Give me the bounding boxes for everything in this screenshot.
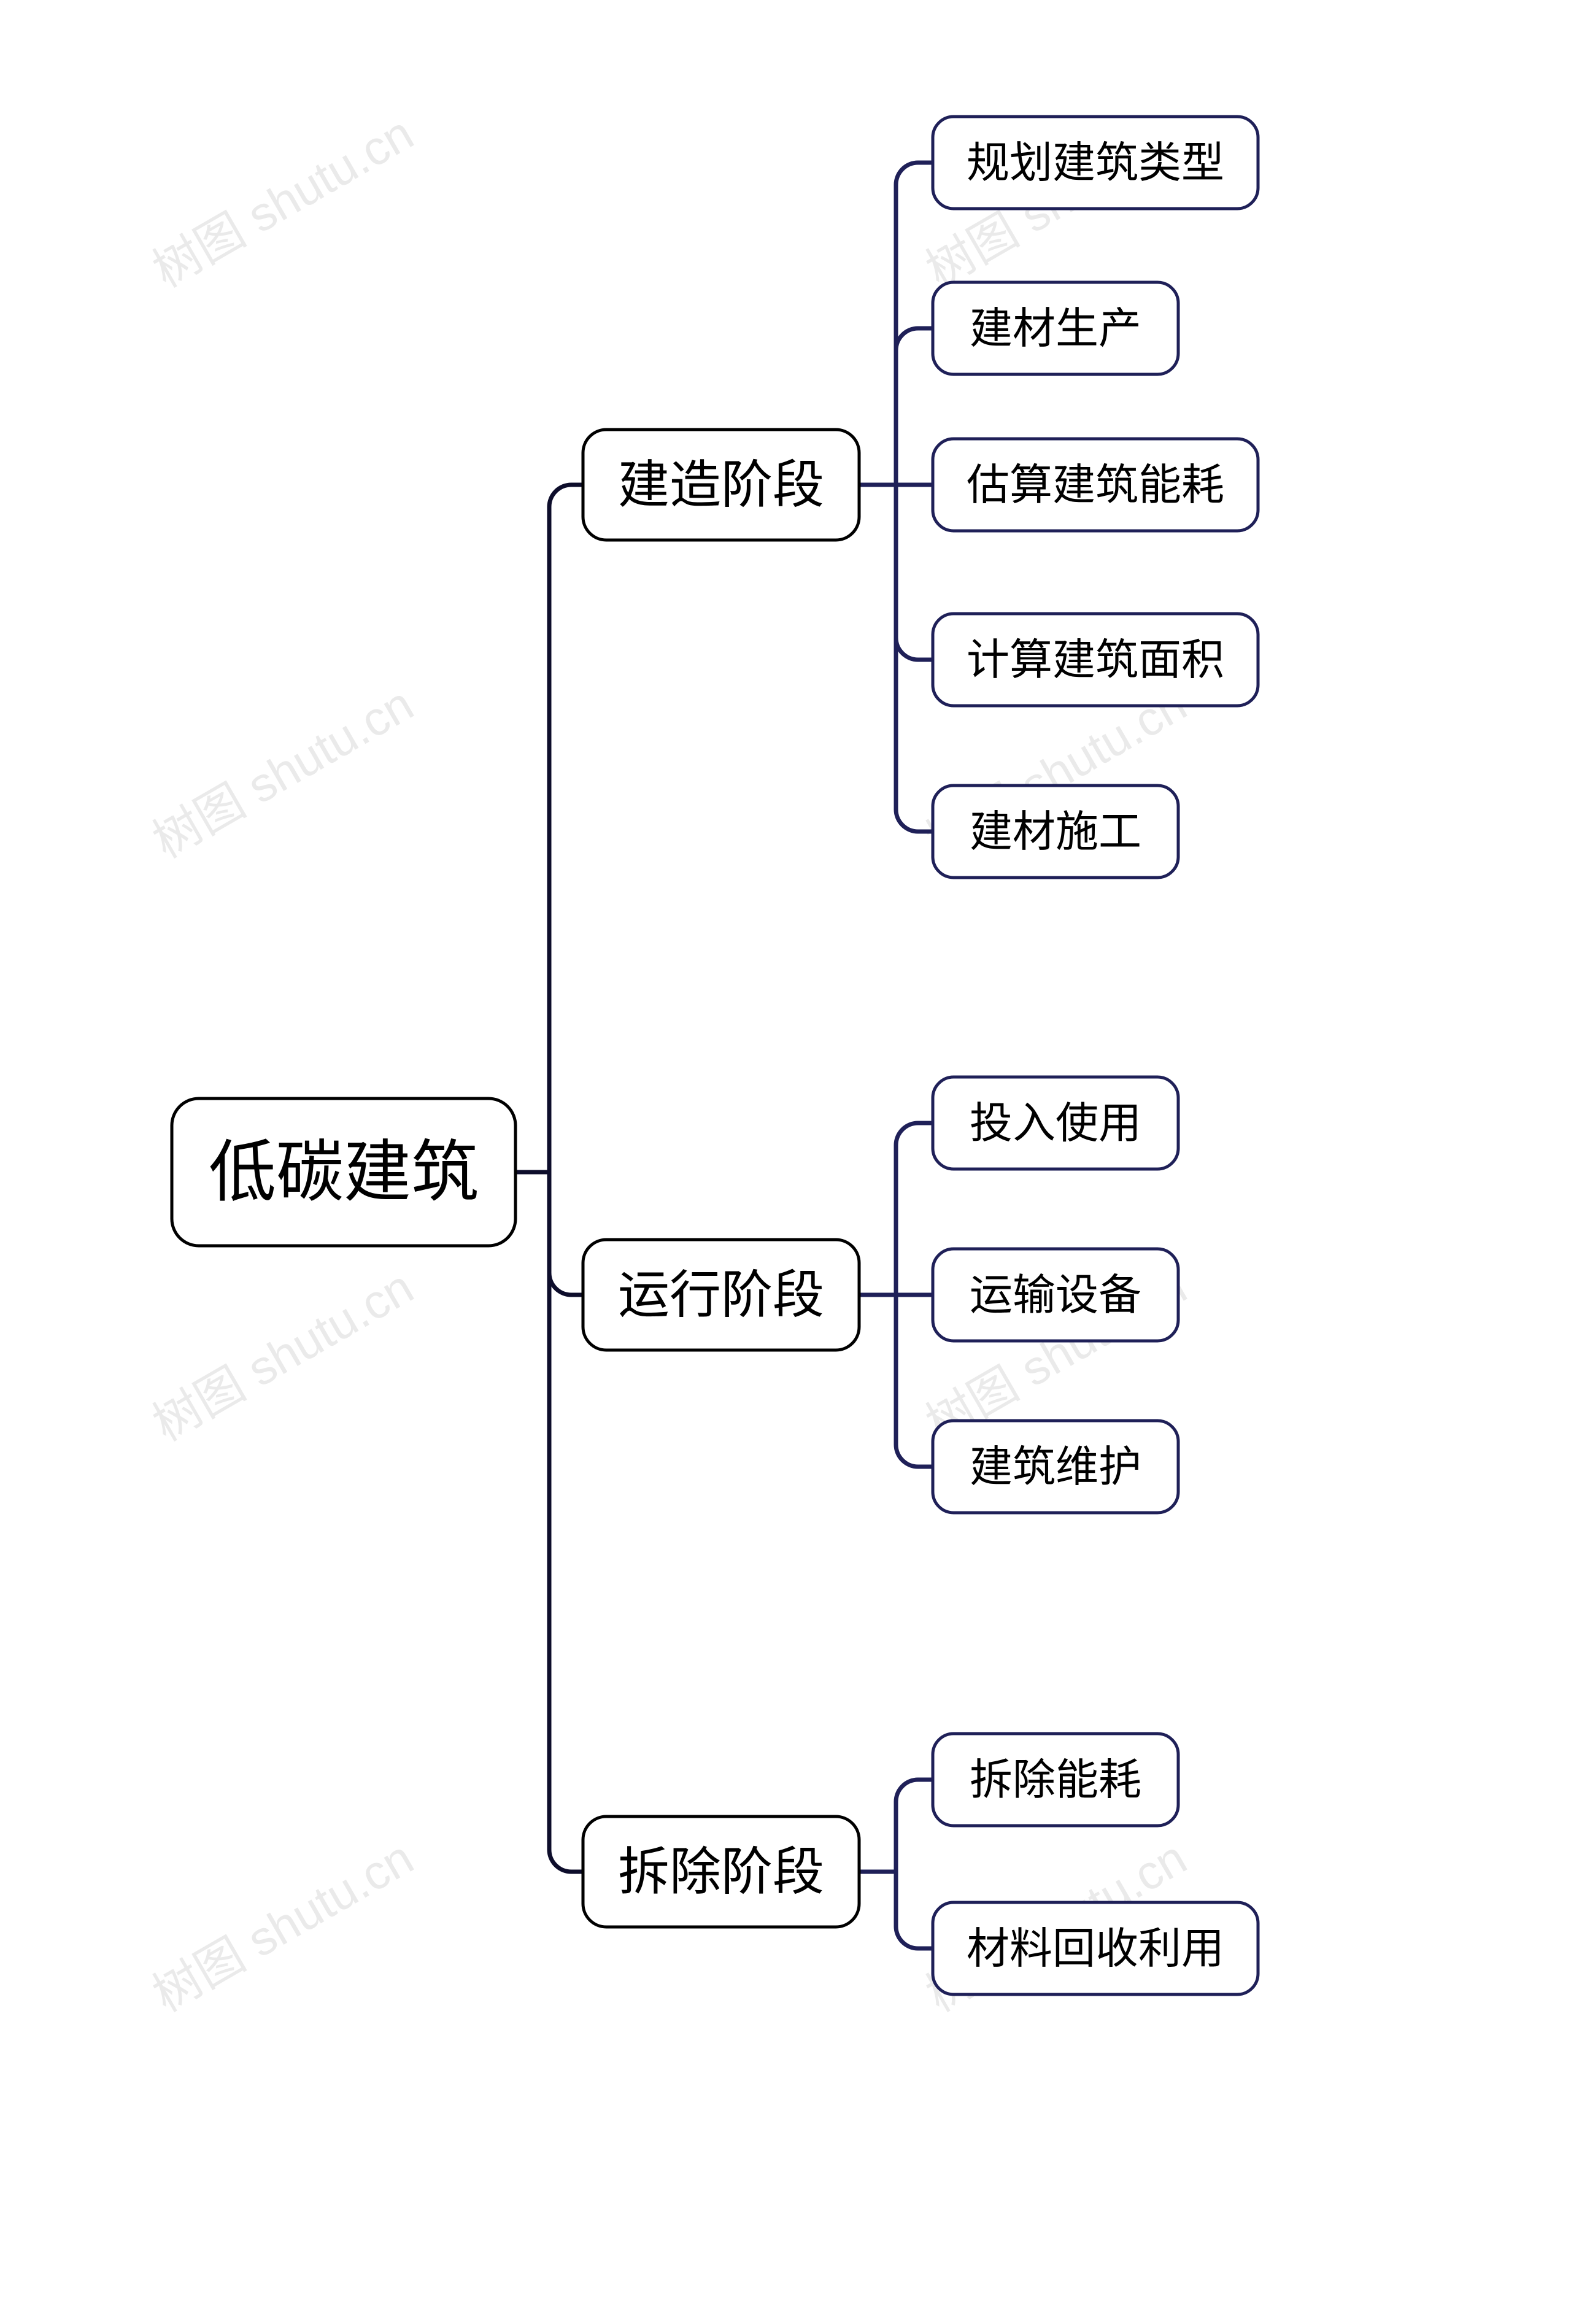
- l1-node-label: 建造阶段: [618, 456, 824, 514]
- l2-node-label: 建筑维护: [970, 1443, 1141, 1491]
- l2-node-label: 规划建筑类型: [967, 139, 1224, 187]
- connector-l1-l2: [896, 485, 933, 660]
- l2-node-label: 投入使用: [970, 1099, 1141, 1147]
- watermark: 树图 shutu.cn: [144, 1830, 422, 2021]
- connector-l1-l2: [896, 1123, 933, 1295]
- connector-l1-l2: [896, 1295, 933, 1467]
- l2-node: 估算建筑能耗: [933, 439, 1258, 531]
- l2-node-label: 建材施工: [970, 808, 1141, 855]
- l1-node: 运行阶段: [583, 1240, 859, 1350]
- l2-node-label: 估算建筑能耗: [967, 461, 1224, 509]
- l2-node-label: 运输设备: [970, 1271, 1141, 1319]
- connector-root-l1: [549, 1172, 583, 1295]
- l1-node-label: 拆除阶段: [618, 1843, 824, 1901]
- watermark: 树图 shutu.cn: [144, 676, 422, 868]
- node-layer: 低碳建筑 建造阶段运行阶段拆除阶段 规划建筑类型建材生产估算建筑能耗计算建筑面积建材…: [172, 117, 1258, 1994]
- connector-l1-l2: [896, 328, 933, 485]
- l2-node: 投入使用: [933, 1077, 1178, 1169]
- root-node-label: 低碳建筑: [209, 1135, 479, 1210]
- l1-node: 拆除阶段: [583, 1816, 859, 1927]
- l2-node-label: 拆除能耗: [970, 1756, 1141, 1804]
- l2-node: 运输设备: [933, 1249, 1178, 1341]
- connector-root-l1: [549, 485, 583, 1172]
- root-node: 低碳建筑: [172, 1098, 515, 1246]
- l2-node: 材料回收利用: [933, 1902, 1258, 1994]
- connector-root-l1: [549, 1172, 583, 1872]
- l1-node-label: 运行阶段: [618, 1266, 824, 1324]
- connector-l1-l2: [896, 163, 933, 485]
- l2-node-label: 建材生产: [970, 304, 1141, 352]
- l2-node: 建材施工: [933, 786, 1178, 878]
- l2-node: 建筑维护: [933, 1421, 1178, 1513]
- l2-node-label: 材料回收利用: [967, 1924, 1224, 1972]
- l2-node: 规划建筑类型: [933, 117, 1258, 209]
- mindmap-canvas: 树图 shutu.cn 树图 shutu.cn 树图 shutu.cn 树图 shut…: [0, 0, 1571, 2324]
- l2-node-label: 计算建筑面积: [967, 636, 1224, 684]
- l2-node: 建材生产: [933, 282, 1178, 374]
- connector-l1-l2: [896, 1780, 933, 1872]
- watermark: 树图 shutu.cn: [144, 106, 422, 297]
- connector-l1-l2: [896, 1872, 933, 1948]
- l1-node: 建造阶段: [583, 430, 859, 540]
- l2-node: 拆除能耗: [933, 1734, 1178, 1826]
- watermark: 树图 shutu.cn: [144, 1259, 422, 1451]
- l2-node: 计算建筑面积: [933, 614, 1258, 706]
